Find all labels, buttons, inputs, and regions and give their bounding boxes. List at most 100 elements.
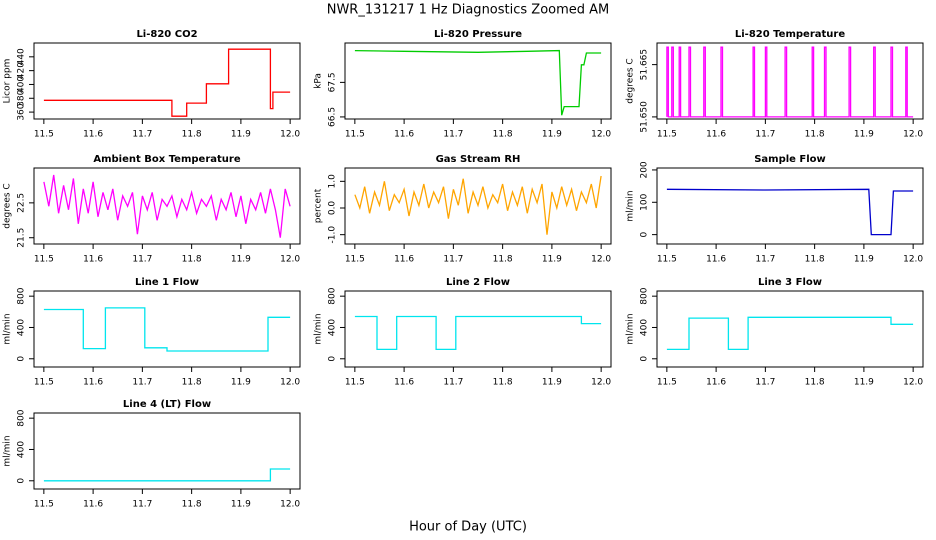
y-axis-label: degrees C [626, 58, 636, 103]
data-line [43, 174, 291, 238]
y-tick-label: 400 [17, 319, 27, 336]
page-title: NWR_131217 1 Hz Diagnostics Zoomed AM [327, 3, 610, 18]
x-tick-label: 11.5 [345, 130, 365, 140]
y-tick-label: 0 [328, 356, 338, 362]
y-axis-label: ml/min [3, 435, 13, 466]
panel-title: Li-820 Pressure [434, 29, 522, 40]
x-tick-label: 11.8 [805, 378, 825, 388]
plot-frame [656, 290, 924, 368]
y-tick-label: 22.5 [17, 193, 27, 213]
panel-title: Sample Flow [754, 154, 826, 165]
y-tick-label: 67.5 [328, 72, 338, 92]
y-tick-label: 21.5 [17, 228, 27, 248]
plot-frame [344, 167, 612, 245]
data-line [43, 307, 291, 352]
y-tick-label: 400 [328, 319, 338, 336]
x-tick-label: 11.5 [34, 130, 54, 140]
data-line [666, 188, 914, 236]
x-tick-label: 11.9 [854, 130, 874, 140]
x-tick-label: 12.0 [280, 378, 300, 388]
x-tick-label: 12.0 [903, 378, 923, 388]
x-axis-label: Hour of Day (UTC) [409, 520, 527, 535]
x-tick-label: 11.9 [231, 255, 251, 265]
x-tick-label: 11.6 [394, 255, 414, 265]
x-tick-label: 11.9 [854, 378, 874, 388]
x-tick-label: 11.7 [755, 130, 775, 140]
x-tick-label: 12.0 [591, 255, 611, 265]
y-tick-label: -1.0 [328, 226, 338, 244]
x-tick-label: 11.7 [132, 500, 152, 510]
panel-title: Line 2 Flow [446, 277, 510, 288]
x-tick-label: 11.9 [542, 378, 562, 388]
data-line [43, 468, 291, 482]
panel-title: Line 1 Flow [135, 277, 199, 288]
data-line [354, 175, 602, 235]
y-tick-label: 66.5 [328, 107, 338, 127]
y-tick-label: 51.665 [640, 49, 650, 81]
y-tick-label: 0 [17, 356, 27, 362]
plot-frame [344, 42, 612, 120]
y-axis-label: ml/min [3, 313, 13, 344]
x-tick-label: 11.6 [706, 255, 726, 265]
panel-title: Ambient Box Temperature [93, 154, 240, 165]
x-tick-label: 11.5 [345, 255, 365, 265]
y-tick-label: 440 [17, 48, 27, 65]
x-tick-label: 11.7 [132, 255, 152, 265]
y-tick-label: 200 [640, 161, 650, 178]
x-tick-label: 11.9 [854, 255, 874, 265]
y-tick-label: 0 [17, 478, 27, 484]
panel-title: Li-820 Temperature [735, 29, 845, 40]
x-tick-label: 11.8 [182, 500, 202, 510]
x-tick-label: 11.9 [231, 500, 251, 510]
y-axis-label: percent [314, 188, 324, 223]
panel-title: Gas Stream RH [436, 154, 521, 165]
data-line [354, 49, 602, 116]
x-tick-label: 11.6 [83, 130, 103, 140]
x-tick-label: 11.7 [443, 255, 463, 265]
panel-title: Line 4 (LT) Flow [123, 399, 211, 410]
data-line [43, 48, 291, 117]
x-tick-label: 11.6 [83, 378, 103, 388]
x-tick-label: 11.8 [493, 130, 513, 140]
x-tick-label: 11.6 [394, 378, 414, 388]
plot-frame [33, 42, 301, 120]
data-line [666, 46, 914, 118]
x-tick-label: 11.6 [706, 130, 726, 140]
y-tick-label: 1.0 [328, 174, 338, 189]
plot-frame [656, 167, 924, 245]
y-axis-label: Licor ppm [3, 59, 13, 104]
x-tick-label: 11.9 [231, 130, 251, 140]
x-tick-label: 12.0 [280, 130, 300, 140]
x-tick-label: 11.8 [182, 130, 202, 140]
x-tick-label: 11.5 [34, 255, 54, 265]
x-tick-label: 12.0 [591, 130, 611, 140]
plot-frame [33, 167, 301, 245]
x-tick-label: 11.6 [394, 130, 414, 140]
x-tick-label: 12.0 [280, 500, 300, 510]
plot-frame [33, 290, 301, 368]
x-tick-label: 11.6 [83, 500, 103, 510]
x-tick-label: 11.8 [805, 255, 825, 265]
y-tick-label: 380 [17, 89, 27, 106]
x-tick-label: 11.6 [83, 255, 103, 265]
x-tick-label: 12.0 [903, 255, 923, 265]
y-axis-label: ml/min [626, 190, 636, 221]
x-tick-label: 11.7 [755, 255, 775, 265]
y-tick-label: 800 [328, 287, 338, 304]
y-tick-label: 400 [17, 441, 27, 458]
x-tick-label: 11.7 [132, 130, 152, 140]
x-tick-label: 11.9 [231, 378, 251, 388]
x-tick-label: 11.6 [706, 378, 726, 388]
y-tick-label: 800 [17, 287, 27, 304]
x-tick-label: 11.8 [182, 378, 202, 388]
y-tick-label: 51.650 [640, 101, 650, 133]
y-tick-label: 0 [640, 356, 650, 362]
y-tick-label: 360 [17, 103, 27, 120]
x-tick-label: 11.7 [443, 378, 463, 388]
y-axis-label: ml/min [314, 313, 324, 344]
y-tick-label: 800 [640, 287, 650, 304]
y-tick-label: 400 [640, 319, 650, 336]
x-tick-label: 11.5 [34, 500, 54, 510]
